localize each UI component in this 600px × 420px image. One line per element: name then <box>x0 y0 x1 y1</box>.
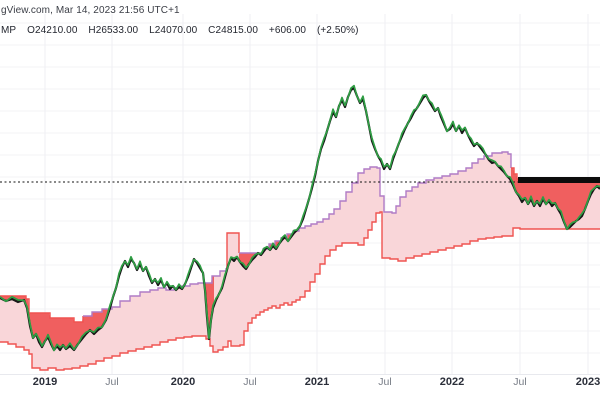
x-axis-label[interactable]: Jul <box>105 376 118 388</box>
snapshot-credit: gView.com, Mar 14, 2023 21:56 UTC+1 <box>1 5 180 16</box>
open-value: O24210.00 <box>27 25 78 36</box>
low-value: L24070.00 <box>149 25 198 36</box>
x-axis-label[interactable]: Jul <box>243 376 256 388</box>
x-axis-label[interactable]: 2023 <box>576 376 600 388</box>
close-value: C24815.00 <box>208 25 259 36</box>
price-below-band-fill <box>0 296 122 350</box>
x-axis-label[interactable]: 2022 <box>440 376 464 388</box>
band-upper-border <box>83 268 227 317</box>
x-axis-label[interactable]: 2021 <box>305 376 329 388</box>
high-value: H26533.00 <box>88 25 139 36</box>
x-axis-label[interactable]: 2020 <box>171 376 195 388</box>
change-value: +606.00 <box>268 25 307 36</box>
symbol-fragment: MP <box>1 25 17 36</box>
ohlc-legend-row: MP O24210.00 H26533.00 L24070.00 C24815.… <box>1 25 367 36</box>
horizontal-level-bar <box>518 177 600 183</box>
x-axis-label[interactable]: 2019 <box>33 376 57 388</box>
price-line-green <box>0 84 600 352</box>
band-upper-border <box>239 151 512 254</box>
x-axis-label[interactable]: Jul <box>378 376 391 388</box>
x-axis-label[interactable]: Jul <box>513 376 526 388</box>
band-lower-border <box>0 211 600 371</box>
indicator-band-fill <box>0 152 600 370</box>
band-upper-border <box>0 295 84 323</box>
price-below-band-fill <box>511 168 600 229</box>
change-percent-value: (+2.50%) <box>316 25 359 36</box>
